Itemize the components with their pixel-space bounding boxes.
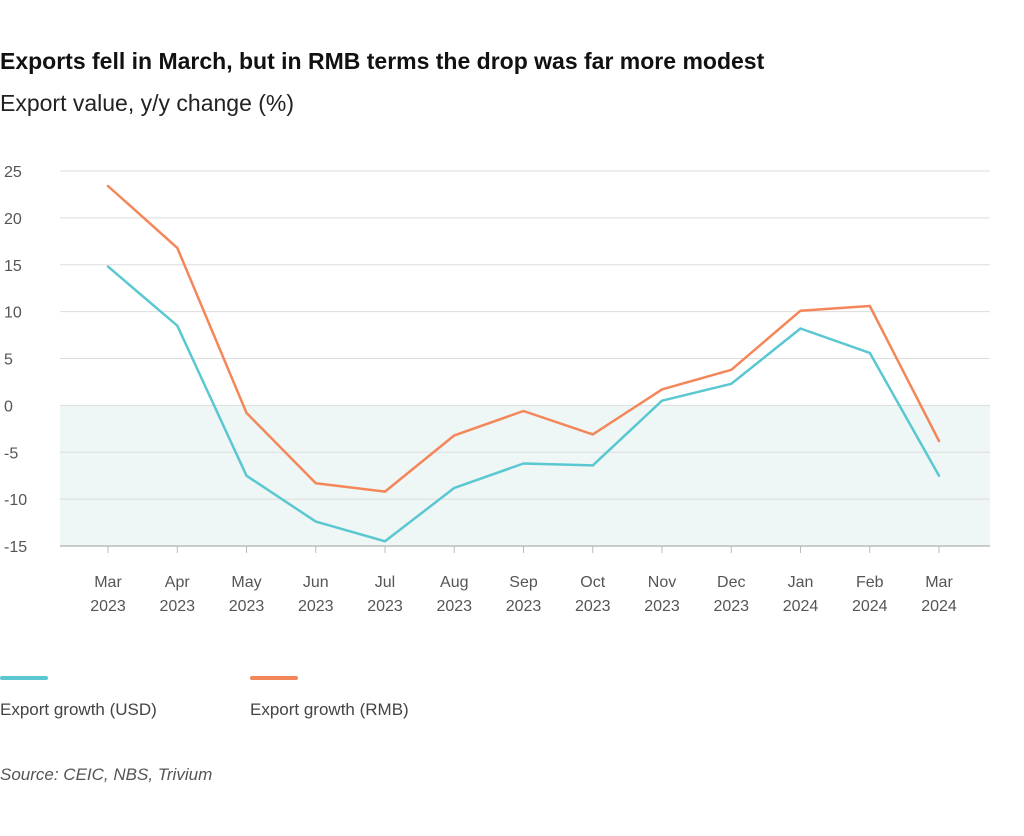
source-note: Source: CEIC, NBS, Trivium [0,765,213,784]
legend-swatch-usd [0,676,48,680]
y-tick-label: 0 [4,398,13,415]
chart-subtitle: Export value, y/y change (%) [0,90,295,116]
x-tick-label-year: 2023 [644,598,680,615]
negative-region-shade [60,405,990,546]
x-tick-label-year: 2023 [506,598,542,615]
legend-label-usd: Export growth (USD) [0,700,157,719]
x-tick-label-month: Dec [717,574,745,591]
y-tick-label: 20 [4,211,22,228]
legend-usd: Export growth (USD) [0,676,157,720]
x-tick-label-year: 2023 [159,598,195,615]
x-tick-label-year: 2024 [852,598,888,615]
y-tick-label: 10 [4,305,22,322]
legend-rmb: Export growth (RMB) [250,676,409,720]
x-tick-label-year: 2023 [298,598,334,615]
x-tick-label-year: 2023 [713,598,749,615]
x-tick-label-month: Feb [856,574,884,591]
x-tick-label-year: 2023 [367,598,403,615]
x-tick-label-month: Nov [648,574,676,591]
x-tick-label-month: May [231,574,261,591]
x-tick-label-year: 2023 [575,598,611,615]
x-tick-label-month: Aug [440,574,468,591]
y-tick-label: -15 [4,539,27,556]
x-tick-label-month: Jul [375,574,395,591]
x-tick-label-month: Jan [788,574,814,591]
series-line-usd [106,265,941,543]
x-tick-label-year: 2023 [436,598,472,615]
y-tick-label: 5 [4,352,13,369]
y-tick-label: 25 [4,164,22,181]
x-tick-label-month: Mar [925,574,953,591]
chart-title: Exports fell in March, but in RMB terms … [0,48,765,74]
x-tick-label-year: 2024 [921,598,957,615]
legend-label-rmb: Export growth (RMB) [250,700,409,719]
x-tick-label-month: Mar [94,574,122,591]
x-tick-label-year: 2023 [90,598,126,615]
x-tick-label-month: Sep [509,574,538,591]
x-tick-label-month: Oct [580,574,605,591]
x-tick-label-month: Jun [303,574,329,591]
line-chart: 25 20 15 10 5 0 -5 -10 -15 Mar 2023 Apr 2023 May 2023… [4,164,990,615]
x-tick-label-month: Apr [165,574,191,591]
y-tick-label: -5 [4,445,18,462]
x-tick-label-year: 2024 [783,598,819,615]
legend-swatch-rmb [250,676,298,680]
x-tick-label-year: 2023 [229,598,265,615]
y-tick-label: 15 [4,258,22,275]
y-tick-label: -10 [4,492,27,509]
series-line-rmb [106,184,941,493]
